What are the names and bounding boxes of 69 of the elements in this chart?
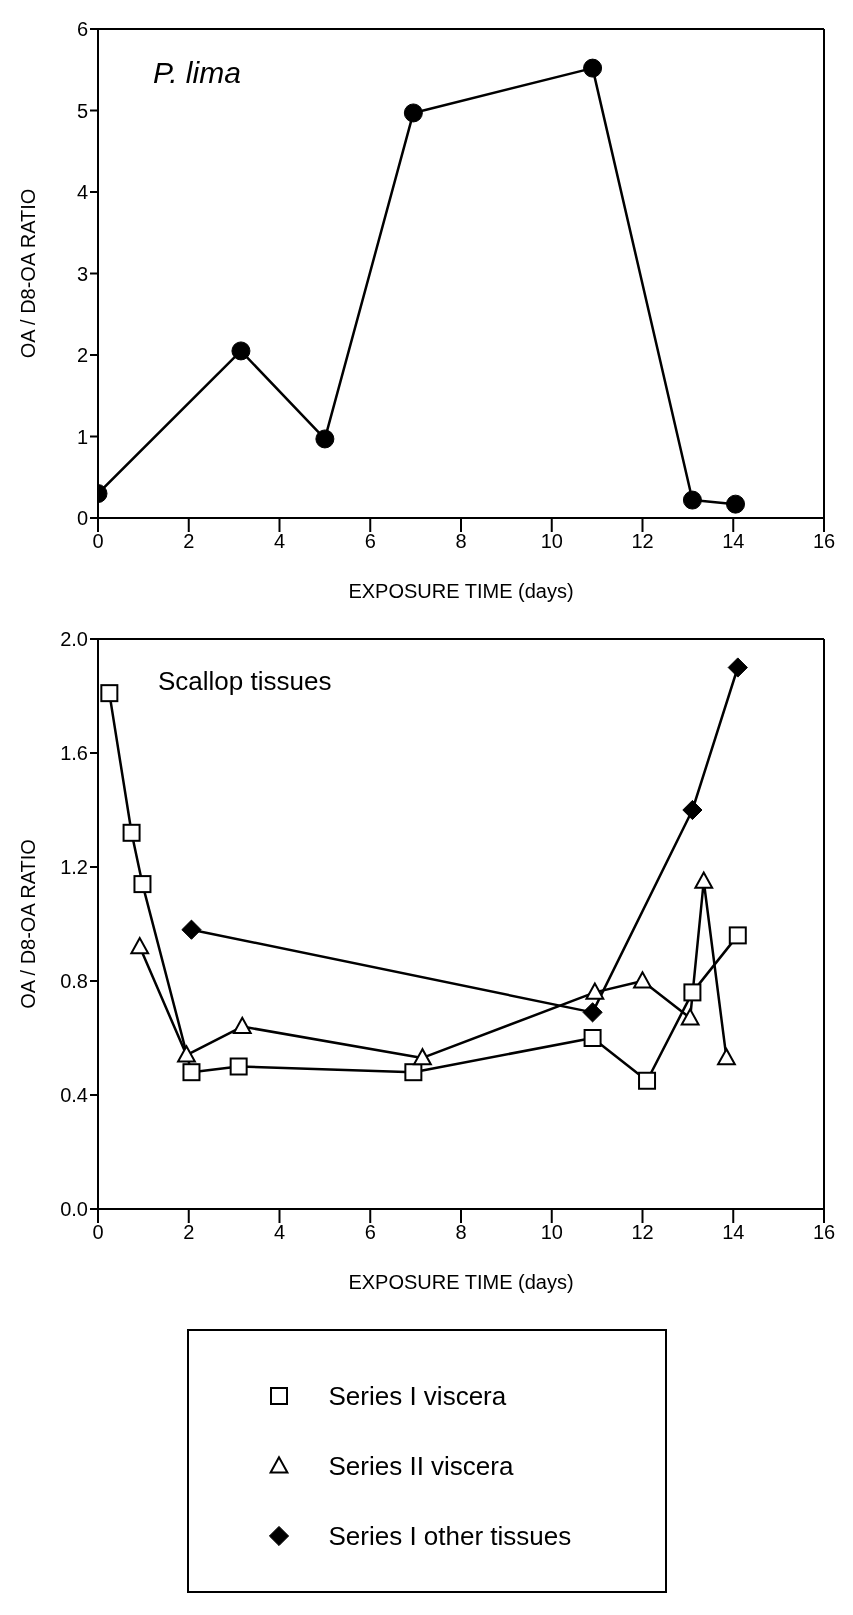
y-tick-label: 6 — [76, 18, 88, 41]
x-tick-label: 8 — [455, 530, 467, 553]
point — [585, 982, 605, 1000]
point — [232, 1016, 252, 1034]
point — [404, 1063, 423, 1082]
point — [680, 1008, 700, 1026]
legend-label: Series I viscera — [328, 1380, 507, 1412]
x-tick-label: 14 — [722, 1221, 745, 1244]
point — [638, 1071, 657, 1090]
x-tick-label: 12 — [631, 530, 654, 553]
point — [682, 490, 702, 510]
x-tick-label: 10 — [540, 1221, 563, 1244]
y-tick-label: 0 — [76, 507, 88, 530]
point — [728, 926, 747, 945]
point — [133, 875, 152, 894]
point — [177, 1045, 196, 1063]
x-axis-title: EXPOSURE TIME (days) — [348, 1271, 574, 1293]
y-tick-label: 1 — [76, 425, 88, 448]
y-tick-label: 0.0 — [60, 1198, 88, 1221]
point — [413, 1048, 432, 1066]
point — [633, 971, 652, 989]
x-tick-label: 2 — [183, 1221, 195, 1244]
point — [683, 983, 702, 1002]
point — [717, 1048, 736, 1066]
point — [100, 684, 119, 703]
y-tick-label: 4 — [76, 181, 88, 204]
point — [231, 341, 251, 361]
x-tick-label: 0 — [92, 1221, 104, 1244]
x-tick-label: 12 — [631, 1221, 654, 1244]
point — [727, 657, 748, 678]
y-axis-title: OA / D8-OA RATIO — [17, 839, 40, 1009]
point — [181, 919, 202, 940]
point — [694, 871, 714, 889]
y-axis-title: OA / D8-OA RATIO — [17, 188, 40, 359]
x-tick-label: 6 — [364, 1221, 376, 1244]
point — [403, 103, 423, 123]
y-tick-label: 5 — [76, 99, 88, 122]
y-tick-label: 1.2 — [60, 856, 88, 879]
point — [583, 1029, 602, 1047]
x-tick-label: 4 — [273, 1221, 286, 1244]
point — [726, 494, 746, 514]
x-tick-label: 14 — [722, 530, 745, 553]
y-tick-label: 2 — [76, 344, 88, 367]
x-tick-label: 16 — [812, 1221, 836, 1244]
x-tick-label: 4 — [273, 530, 286, 553]
point — [182, 1063, 201, 1082]
annotation: Scallop tissues — [158, 666, 332, 697]
point — [682, 799, 703, 821]
annotation: P. lima — [153, 56, 241, 90]
point — [130, 937, 150, 955]
y-tick-label: 1.6 — [60, 742, 88, 765]
point — [229, 1057, 248, 1076]
x-tick-label: 6 — [364, 530, 376, 553]
x-tick-label: 10 — [540, 530, 563, 553]
y-tick-label: 2.0 — [60, 628, 88, 651]
x-tick-label: 0 — [92, 530, 104, 553]
legend-label: Series I other tissues — [328, 1520, 572, 1552]
y-tick-label: 0.8 — [60, 970, 88, 993]
y-tick-label: 3 — [76, 262, 88, 285]
x-axis-title: EXPOSURE TIME (days) — [348, 580, 574, 602]
x-tick-label: 16 — [812, 530, 836, 553]
point — [582, 1002, 603, 1023]
point — [122, 823, 141, 842]
x-tick-label: 8 — [455, 1221, 467, 1244]
y-tick-label: 0.4 — [60, 1084, 88, 1107]
point — [315, 429, 335, 449]
x-tick-label: 2 — [183, 530, 195, 553]
legend-label: Series II viscera — [328, 1450, 514, 1482]
point — [583, 58, 603, 78]
